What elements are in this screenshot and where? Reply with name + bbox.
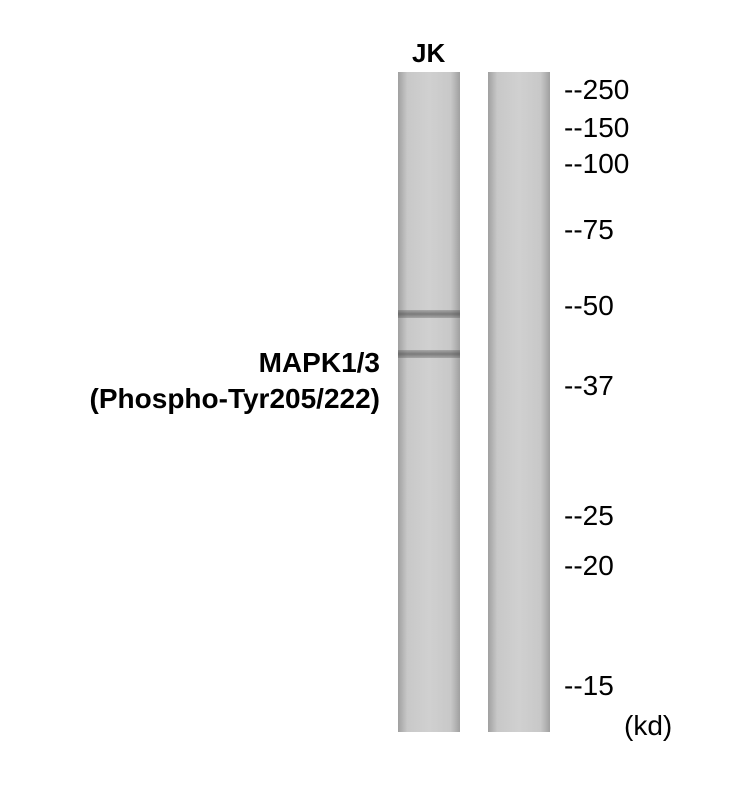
mw-marker: --50 xyxy=(564,290,614,322)
protein-band xyxy=(398,350,460,358)
mw-marker: --25 xyxy=(564,500,614,532)
lane-1-label: JK xyxy=(412,38,445,69)
antibody-label-area: MAPK1/3 (Phospho-Tyr205/222) xyxy=(20,345,380,418)
protein-band xyxy=(398,310,460,318)
blot-lane-1 xyxy=(398,72,460,732)
mw-marker: --150 xyxy=(564,112,629,144)
unit-label: (kd) xyxy=(624,710,672,742)
blot-lane-2 xyxy=(488,72,550,732)
mw-marker: --250 xyxy=(564,74,629,106)
mw-marker: --37 xyxy=(564,370,614,402)
mw-marker: --15 xyxy=(564,670,614,702)
mw-marker: --75 xyxy=(564,214,614,246)
antibody-phospho-site: (Phospho-Tyr205/222) xyxy=(20,381,380,417)
mw-marker: --100 xyxy=(564,148,629,180)
mw-marker: --20 xyxy=(564,550,614,582)
antibody-name: MAPK1/3 xyxy=(20,345,380,381)
western-blot-figure: MAPK1/3 (Phospho-Tyr205/222) JK --250 --1… xyxy=(0,0,739,800)
